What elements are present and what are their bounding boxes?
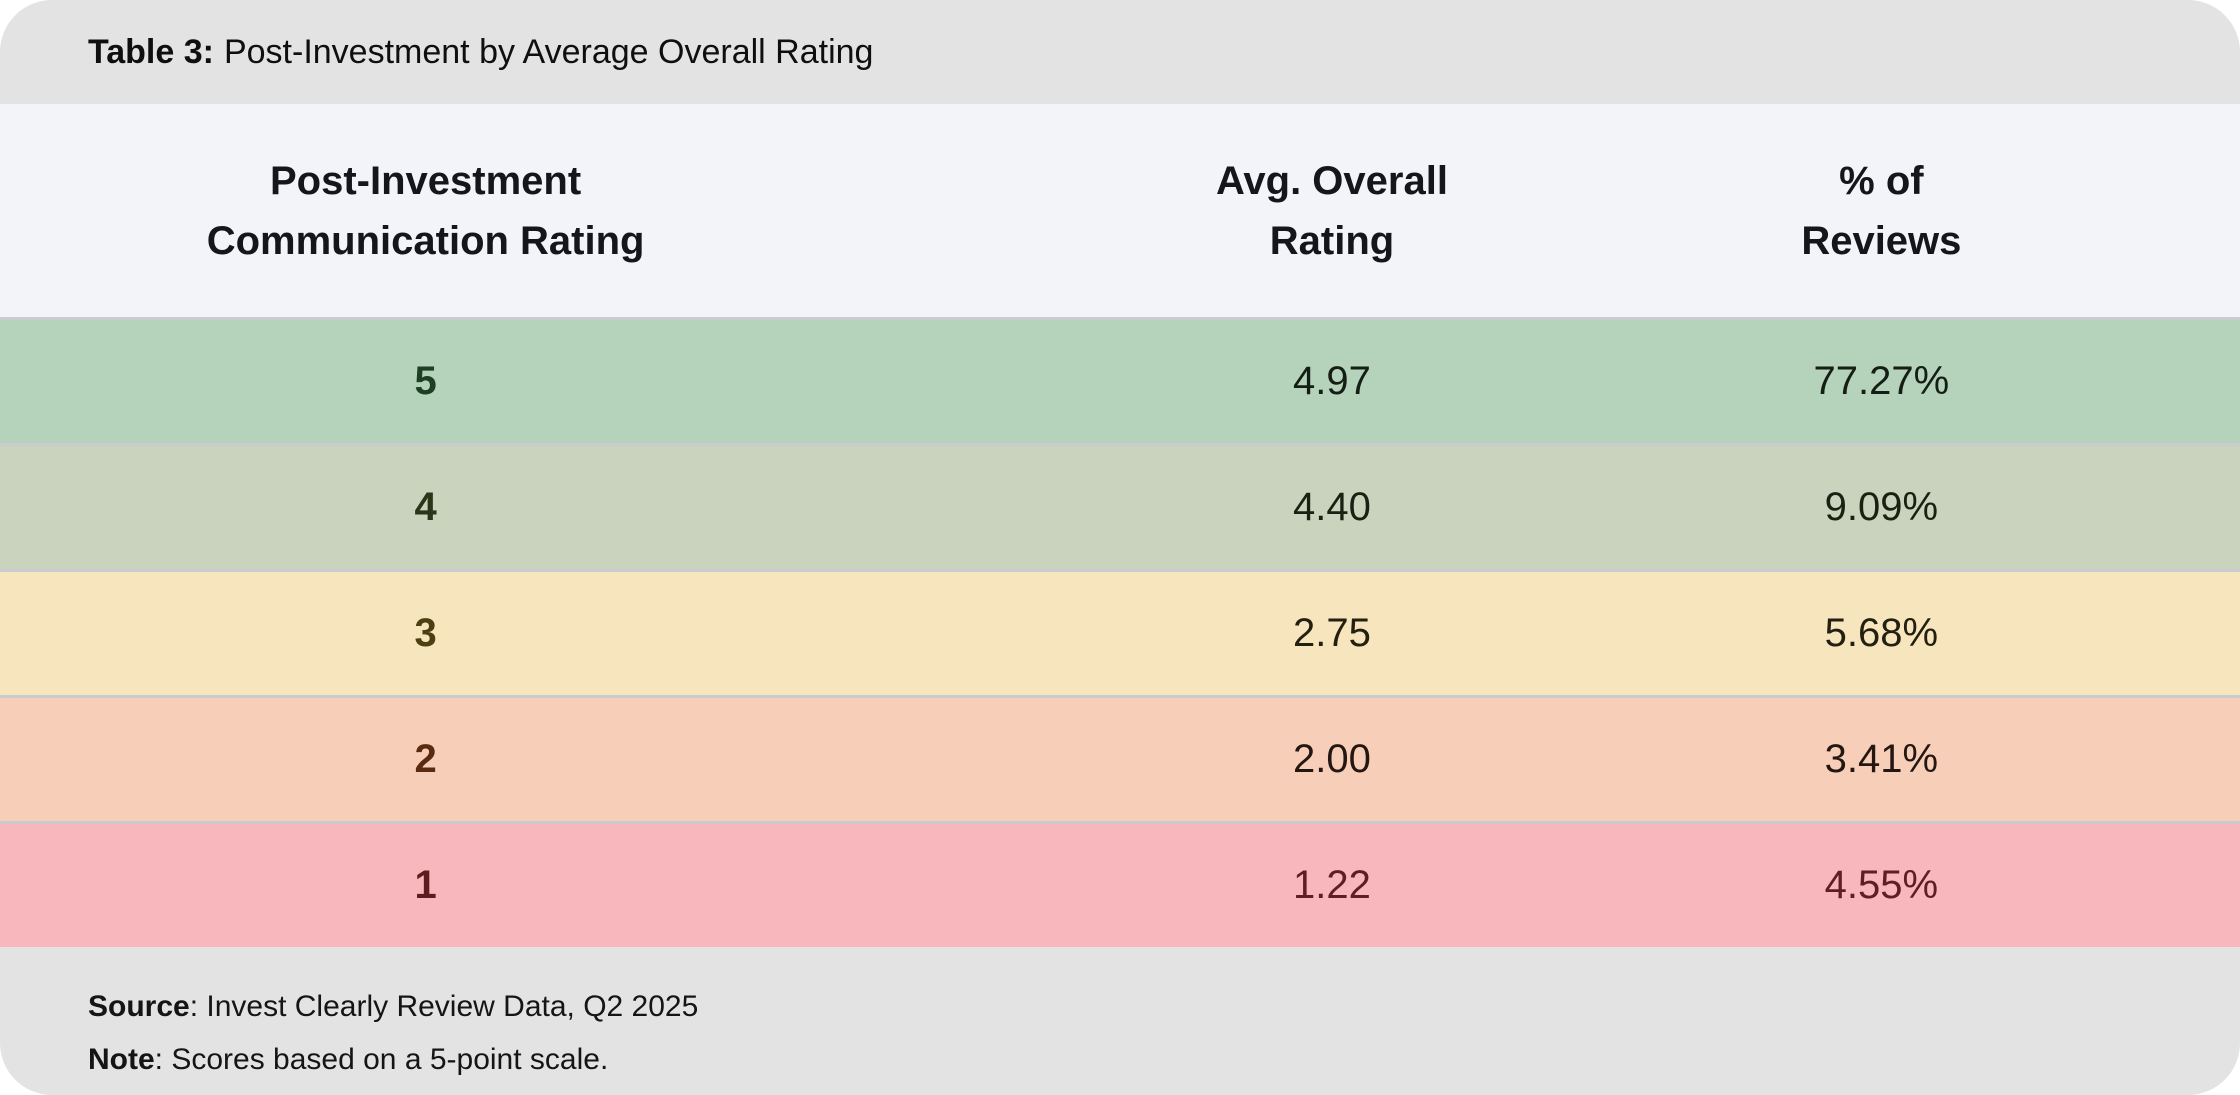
note-text: : Scores based on a 5-point scale. xyxy=(154,1042,609,1076)
column-header-line: Avg. Overall xyxy=(1216,158,1448,203)
table-row: 3 2.75 5.68% xyxy=(0,569,2240,695)
column-header-line: Rating xyxy=(1269,218,1395,263)
figure-title-label: Table 3: xyxy=(88,32,214,71)
column-header-line: Reviews xyxy=(1801,218,1962,263)
rating-cell: 1 xyxy=(414,863,437,907)
rating-cell: 5 xyxy=(414,359,437,403)
column-header-avg-overall-rating: Avg. Overall Rating xyxy=(851,104,1613,317)
pct-reviews-cell: 4.55% xyxy=(1824,863,1939,907)
column-header-line: Communication Rating xyxy=(206,218,645,263)
rating-cell: 4 xyxy=(414,485,437,529)
note-line: Note: Scores based on a 5-point scale. xyxy=(88,1034,2180,1087)
avg-rating-cell: 1.22 xyxy=(1293,863,1371,907)
avg-rating-cell: 4.40 xyxy=(1293,485,1371,529)
column-header-pct-of-reviews: % of Reviews xyxy=(1613,104,2240,317)
column-header-line: Post-Investment xyxy=(270,158,582,203)
pct-reviews-cell: 5.68% xyxy=(1824,611,1939,655)
avg-rating-cell: 4.97 xyxy=(1293,359,1371,403)
note-label: Note xyxy=(88,1042,155,1076)
avg-rating-cell: 2.00 xyxy=(1293,737,1371,781)
pct-reviews-cell: 9.09% xyxy=(1824,485,1939,529)
pct-reviews-cell: 3.41% xyxy=(1824,737,1939,781)
avg-rating-cell: 2.75 xyxy=(1293,611,1371,655)
rating-cell: 2 xyxy=(414,737,437,781)
source-line: Source: Invest Clearly Review Data, Q2 2… xyxy=(88,981,2180,1034)
rating-cell: 3 xyxy=(414,611,437,655)
source-label: Source xyxy=(88,990,190,1023)
table-header-row: Post-Investment Communication Rating Avg… xyxy=(0,104,2240,317)
figure-title-text: Post-Investment by Average Overall Ratin… xyxy=(223,32,874,71)
table-row: 2 2.00 3.41% xyxy=(0,695,2240,821)
table-row: 4 4.40 9.09% xyxy=(0,443,2240,569)
source-text: : Invest Clearly Review Data, Q2 2025 xyxy=(189,990,699,1023)
table-row: 1 1.22 4.55% xyxy=(0,821,2240,947)
pct-reviews-cell: 77.27% xyxy=(1813,359,1950,403)
figure-title-bar: Table 3: Post-Investment by Average Over… xyxy=(0,0,2240,104)
column-header-communication-rating: Post-Investment Communication Rating xyxy=(0,104,851,317)
column-header-line: % of xyxy=(1839,158,1924,203)
figure-footer: Source: Invest Clearly Review Data, Q2 2… xyxy=(0,947,2240,1095)
table-row: 5 4.97 77.27% xyxy=(0,317,2240,443)
